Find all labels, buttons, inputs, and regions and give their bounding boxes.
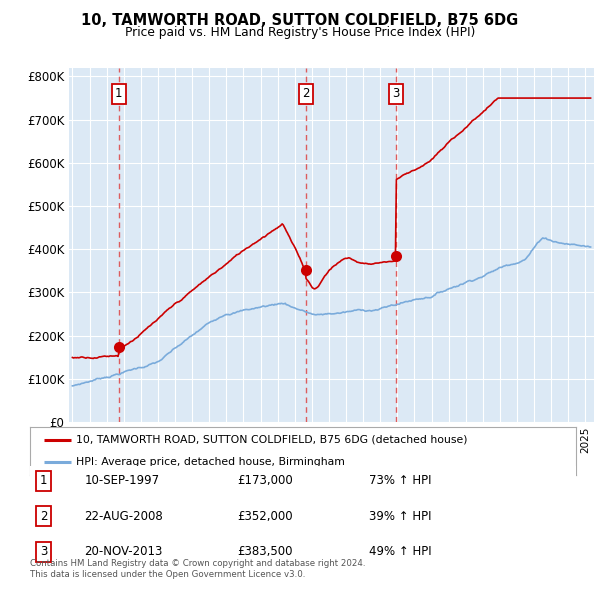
Text: 73% ↑ HPI: 73% ↑ HPI xyxy=(368,474,431,487)
Text: 39% ↑ HPI: 39% ↑ HPI xyxy=(368,510,431,523)
Text: 10, TAMWORTH ROAD, SUTTON COLDFIELD, B75 6DG: 10, TAMWORTH ROAD, SUTTON COLDFIELD, B75… xyxy=(82,13,518,28)
Text: 2: 2 xyxy=(40,510,47,523)
Text: £173,000: £173,000 xyxy=(238,474,293,487)
Text: 2: 2 xyxy=(302,87,310,100)
Text: 3: 3 xyxy=(40,545,47,558)
Text: £352,000: £352,000 xyxy=(238,510,293,523)
Text: 22-AUG-2008: 22-AUG-2008 xyxy=(85,510,163,523)
Text: 20-NOV-2013: 20-NOV-2013 xyxy=(85,545,163,558)
Text: 10, TAMWORTH ROAD, SUTTON COLDFIELD, B75 6DG (detached house): 10, TAMWORTH ROAD, SUTTON COLDFIELD, B75… xyxy=(76,435,468,445)
Text: HPI: Average price, detached house, Birmingham: HPI: Average price, detached house, Birm… xyxy=(76,457,345,467)
Text: 1: 1 xyxy=(40,474,47,487)
Text: Price paid vs. HM Land Registry's House Price Index (HPI): Price paid vs. HM Land Registry's House … xyxy=(125,26,475,39)
Text: 3: 3 xyxy=(392,87,400,100)
Text: 1: 1 xyxy=(115,87,122,100)
Text: Contains HM Land Registry data © Crown copyright and database right 2024.
This d: Contains HM Land Registry data © Crown c… xyxy=(30,559,365,579)
Text: 10-SEP-1997: 10-SEP-1997 xyxy=(85,474,160,487)
Text: 49% ↑ HPI: 49% ↑ HPI xyxy=(368,545,431,558)
Text: £383,500: £383,500 xyxy=(238,545,293,558)
